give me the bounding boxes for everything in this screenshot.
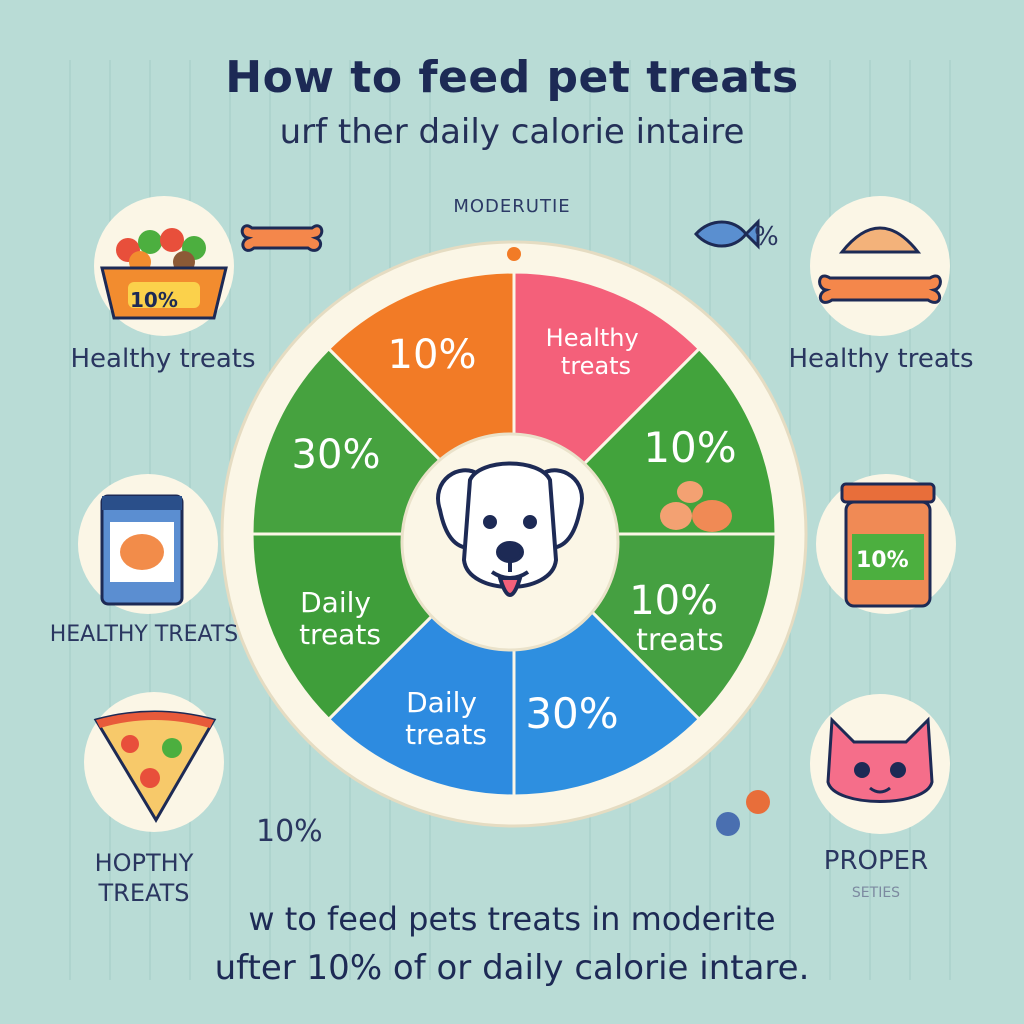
bowl-badge: 10%	[130, 288, 178, 312]
fish-percent-text: %	[754, 222, 779, 252]
cat-face-icon	[810, 694, 950, 834]
segment-label-6-word2: treats	[405, 718, 487, 751]
segment-label-6: Daily treats	[405, 686, 487, 751]
segment-label-2-word1: Healthy	[546, 324, 639, 352]
jar-badge: 10%	[856, 548, 909, 573]
segment-label-2: Healthy treats	[546, 324, 647, 380]
segment-label-6-word1: Daily	[406, 686, 477, 719]
segment-label-4-word: treats	[636, 623, 724, 658]
segment-label-4: 10% treats	[629, 578, 731, 658]
segment-label-7-word2: treats	[299, 618, 381, 651]
food-bowl-icon	[94, 196, 234, 336]
footer-line-2: ufter 10% of or daily calorie intare.	[214, 948, 810, 988]
footer-line-1: w to feed pets treats in moderite	[248, 900, 776, 938]
bone-treat-icon	[810, 196, 950, 336]
left-label-2: HEALTHY TREATS	[49, 622, 239, 647]
left-percent-3: 10%	[256, 814, 323, 849]
segment-label-7: Daily treats	[299, 586, 381, 651]
moderation-tag: MODERUTIE	[453, 196, 571, 217]
treat-bag-icon	[78, 474, 218, 614]
left-label-1: Healthy treats	[70, 344, 256, 374]
bone-icon	[240, 224, 324, 252]
segment-label-7-word1: Daily	[300, 586, 371, 619]
segment-label-1: 10%	[388, 332, 477, 378]
page-subtitle: urf ther daily calorie intaire	[279, 112, 745, 152]
segment-label-2-word2: treats	[561, 352, 631, 380]
right-sublabel-3: SETIES	[851, 885, 901, 901]
segment-label-4-pct: 10%	[629, 578, 718, 624]
segment-label-8: 30%	[292, 432, 381, 478]
page-title: How to feed pet treats	[225, 52, 799, 103]
right-label-1: Healthy treats	[788, 344, 974, 374]
wheel-pointer	[507, 247, 521, 261]
segment-label-3: 10%	[643, 423, 736, 472]
kibble-icon	[716, 790, 770, 836]
left-label-3: HOPTHY TREATS	[94, 849, 194, 907]
fish-treat-icon	[694, 218, 760, 250]
mini-treat-icon	[660, 481, 732, 532]
segment-label-5: 30%	[525, 689, 618, 738]
treat-jar-icon	[816, 474, 956, 614]
right-label-3: PROPER	[823, 846, 929, 876]
dog-face-icon	[436, 461, 584, 597]
pizza-slice-icon	[84, 692, 224, 832]
